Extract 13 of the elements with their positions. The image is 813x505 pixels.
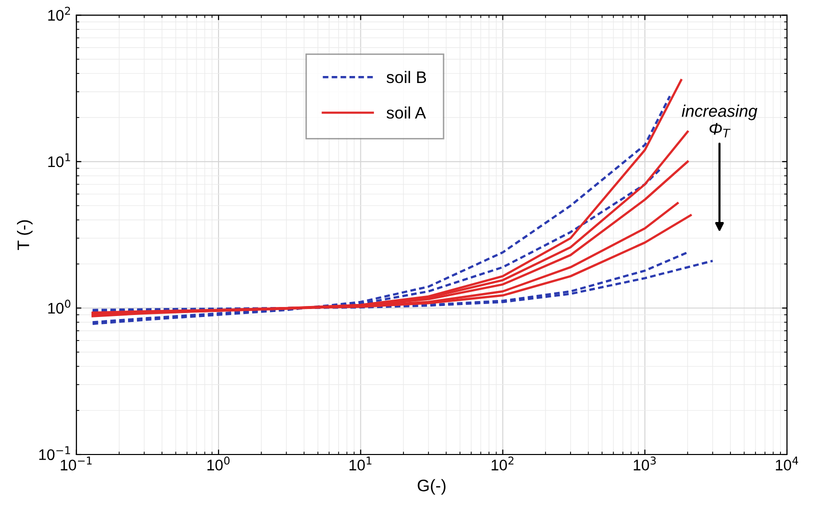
x-tick-label: 10$^{1}$ bbox=[350, 456, 372, 470]
x-tick-label: 10$^{2}$ bbox=[492, 456, 514, 470]
y-tick-label: 10$^{1}$ bbox=[48, 153, 70, 168]
legend-label: soil A bbox=[386, 106, 426, 119]
x-tick-label: 10$^{4}$ bbox=[776, 456, 798, 470]
y-tick-label: 10$^{2}$ bbox=[48, 6, 70, 21]
x-tick-label: 10$^{0}$ bbox=[207, 456, 230, 470]
y-tick-label: 10$^{0}$ bbox=[48, 300, 70, 314]
legend-label: soil B bbox=[386, 70, 426, 84]
x-axis-title: G(-) bbox=[418, 479, 446, 495]
x-tick-label: 10$^{3}$ bbox=[634, 456, 656, 470]
y-axis-title: T (-) bbox=[17, 220, 33, 250]
annotation: increasing Φ$_{T}$ bbox=[682, 104, 758, 138]
